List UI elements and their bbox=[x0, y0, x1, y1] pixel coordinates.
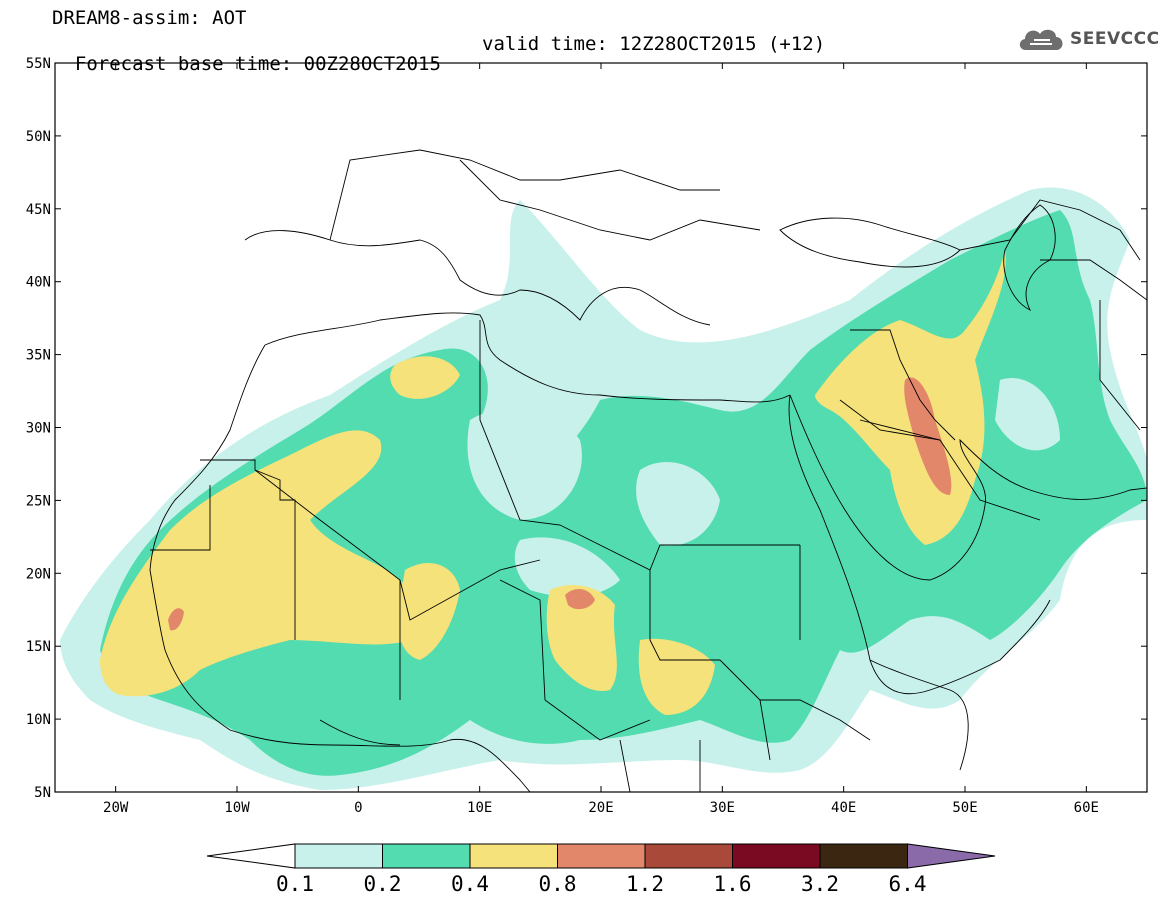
lat-tick-label: 45N bbox=[26, 202, 51, 218]
colorbar-label: 1.2 bbox=[626, 872, 664, 896]
aot-band-0.8 bbox=[904, 377, 952, 495]
lat-tick-label: 50N bbox=[26, 129, 51, 145]
border-europe bbox=[329, 149, 761, 241]
colorbar-label: 1.6 bbox=[713, 872, 752, 896]
aot-band-0.4 bbox=[398, 562, 460, 660]
longitude-axis: 20W 10W 0 10E 20E 30E 40E 50E 60E bbox=[103, 63, 1099, 816]
lon-tick-label: 40E bbox=[831, 800, 856, 816]
lat-tick-label: 25N bbox=[26, 493, 51, 509]
colorbar-swatch bbox=[294, 843, 383, 869]
forecast-base-time: Forecast base time: 00Z28OCT2015 bbox=[74, 53, 441, 75]
aot-band-0.4 bbox=[638, 638, 715, 715]
colorbar-label: 0.1 bbox=[276, 872, 314, 896]
time-info: Forecast base time: 00Z28OCT2015 valid t… bbox=[52, 34, 825, 94]
aot-hole bbox=[467, 409, 582, 520]
lon-tick-label: 60E bbox=[1074, 800, 1099, 816]
aot-field bbox=[60, 187, 1147, 790]
lon-tick-label: 30E bbox=[710, 800, 735, 816]
coastline-horn bbox=[869, 659, 969, 771]
lon-tick-label: 20E bbox=[588, 800, 613, 816]
aot-band-0.4 bbox=[546, 585, 617, 691]
lat-tick-label: 20N bbox=[26, 566, 51, 582]
coastline-west-africa bbox=[149, 344, 531, 792]
coastlines bbox=[149, 149, 1147, 792]
lat-tick-label: 10N bbox=[26, 712, 51, 728]
colorbar-label: 0.4 bbox=[451, 872, 489, 896]
border-libya-egypt bbox=[479, 320, 800, 571]
aot-hole bbox=[514, 537, 620, 597]
coastline-arabia-east bbox=[789, 394, 1147, 581]
logo-text: SEEVCCC bbox=[1070, 29, 1160, 49]
lon-tick-label: 0 bbox=[354, 800, 362, 816]
colorbar-label: 6.4 bbox=[888, 872, 927, 896]
colorbar-swatch bbox=[819, 843, 908, 869]
colorbar-label: 3.2 bbox=[801, 872, 839, 896]
colorbar-label: 0.2 bbox=[363, 872, 402, 896]
lon-tick-label: 10E bbox=[467, 800, 492, 816]
colorbar-label: 0.8 bbox=[538, 872, 577, 896]
aot-band-0.8 bbox=[168, 608, 184, 631]
border-mali bbox=[150, 469, 541, 621]
border-east-africa bbox=[619, 659, 871, 792]
border-nigeria-chad bbox=[399, 579, 651, 741]
lon-tick-label: 10W bbox=[224, 800, 250, 816]
colorbar-swatch bbox=[732, 843, 821, 869]
aot-band-0.8 bbox=[565, 588, 595, 610]
coastline-gulf-guinea bbox=[319, 719, 401, 746]
colorbar bbox=[206, 843, 996, 869]
border-iran-iraq bbox=[850, 329, 956, 441]
lat-tick-label: 40N bbox=[26, 275, 51, 291]
valid-time: valid time: 12Z28OCT2015 (+12) bbox=[482, 33, 826, 55]
border-sahara-west bbox=[200, 459, 296, 640]
aot-band-0.4 bbox=[390, 356, 460, 399]
coastline-europe bbox=[244, 230, 711, 326]
lat-tick-label: 35N bbox=[26, 348, 51, 364]
lon-tick-label: 20W bbox=[103, 800, 129, 816]
colorbar-swatch bbox=[469, 843, 558, 869]
lon-tick-label: 50E bbox=[952, 800, 977, 816]
lat-tick-label: 15N bbox=[26, 639, 51, 655]
border-central-asia bbox=[959, 199, 1147, 431]
colorbar-under-arrow bbox=[206, 843, 296, 869]
lat-tick-label: 55N bbox=[26, 56, 51, 72]
border-sudan bbox=[649, 545, 801, 661]
colorbar-swatch bbox=[382, 843, 471, 869]
colorbar-swatch bbox=[557, 843, 646, 869]
aot-hole bbox=[636, 461, 720, 546]
seevccc-logo: SEEVCCC bbox=[1016, 22, 1159, 56]
border-saudi bbox=[839, 399, 1041, 521]
colorbar-over-arrow bbox=[907, 843, 996, 869]
coastline-red-sea bbox=[788, 394, 1051, 695]
cloud-icon bbox=[1019, 29, 1063, 50]
map-title: DREAM8-assim: AOT bbox=[52, 7, 247, 29]
colorbar-swatch bbox=[644, 843, 733, 869]
aot-hole bbox=[995, 378, 1060, 451]
lat-tick-label: 5N bbox=[34, 785, 51, 801]
lat-tick-label: 30N bbox=[26, 421, 51, 437]
coastline-north-africa bbox=[264, 312, 791, 403]
latitude-axis: 55N 50N 45N 40N 35N 30N 25N 20N 15N 10N 5N bbox=[26, 56, 1147, 801]
aot-band-0.4 bbox=[100, 430, 421, 697]
